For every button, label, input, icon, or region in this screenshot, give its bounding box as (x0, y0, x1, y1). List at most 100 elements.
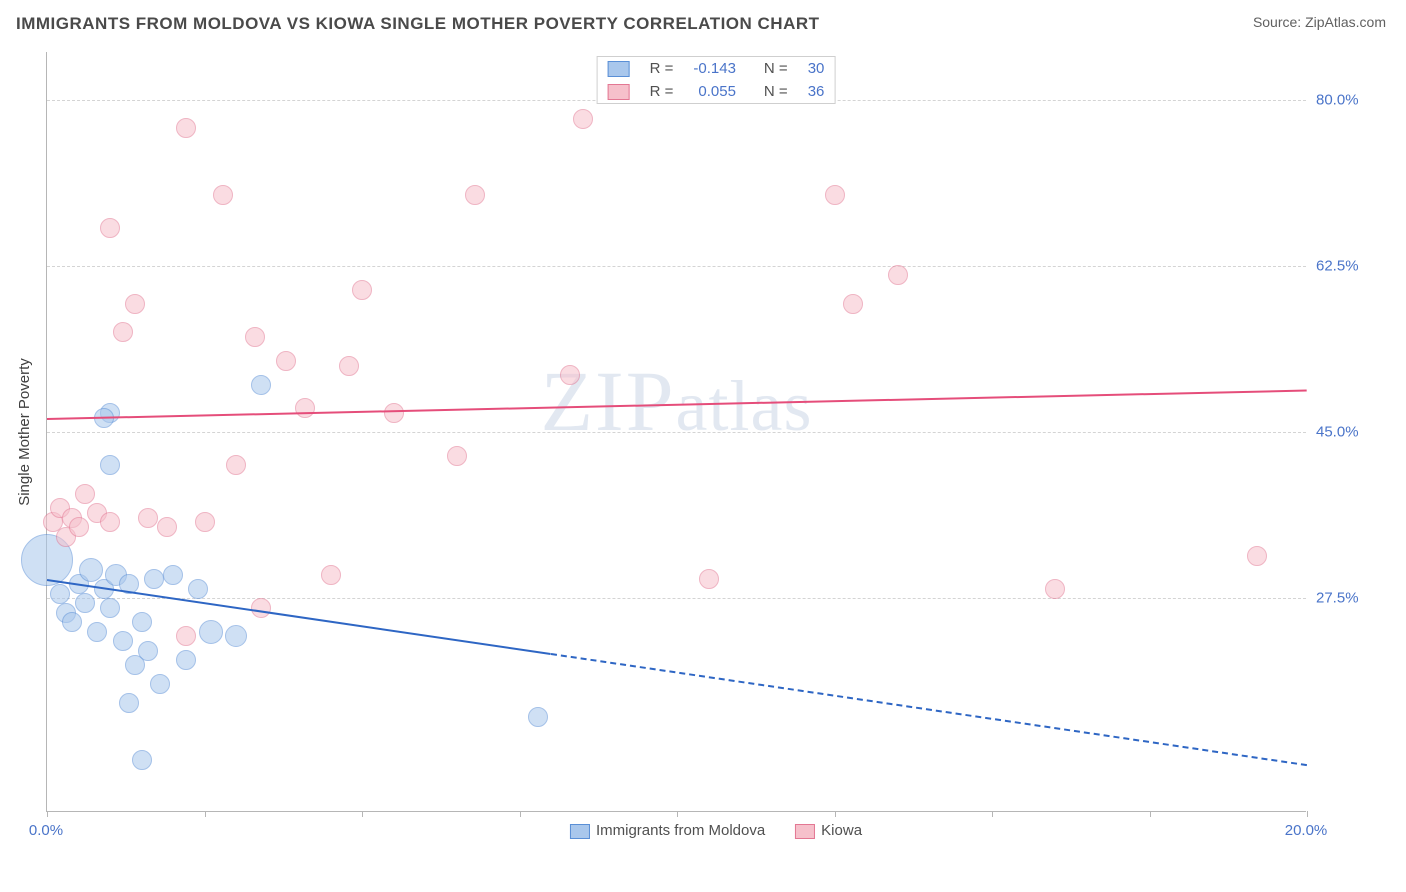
gridline (47, 432, 1306, 433)
source-attribution: Source: ZipAtlas.com (1253, 14, 1386, 30)
legend-n-value: 30 (798, 57, 835, 80)
data-point (321, 565, 341, 585)
chart-title: IMMIGRANTS FROM MOLDOVA VS KIOWA SINGLE … (16, 14, 820, 34)
x-tick-label: 20.0% (1285, 822, 1328, 839)
legend-r-label: R = (640, 80, 684, 103)
data-point (100, 218, 120, 238)
legend-row: R =-0.143N =30 (598, 57, 835, 80)
legend-n-value: 36 (798, 80, 835, 103)
data-point (125, 294, 145, 314)
source-prefix: Source: (1253, 14, 1305, 30)
legend-n-label: N = (746, 80, 798, 103)
legend-r-value: 0.055 (683, 80, 746, 103)
data-point (195, 512, 215, 532)
data-point (188, 579, 208, 599)
data-point (245, 327, 265, 347)
x-tick (205, 811, 206, 817)
data-point (1045, 579, 1065, 599)
data-point (79, 558, 103, 582)
data-point (528, 707, 548, 727)
data-point (199, 620, 223, 644)
watermark-zip: ZIP (541, 353, 676, 449)
legend-correlation: R =-0.143N =30R =0.055N =36 (597, 56, 836, 104)
data-point (138, 508, 158, 528)
legend-series: Immigrants from Moldova Kiowa (570, 822, 862, 839)
gridline (47, 598, 1306, 599)
data-point (100, 512, 120, 532)
data-point (699, 569, 719, 589)
legend-swatch (570, 824, 590, 839)
x-tick (992, 811, 993, 817)
data-point (251, 598, 271, 618)
plot-area: ZIPatlas (46, 52, 1306, 812)
legend-swatch (608, 84, 630, 100)
data-point (447, 446, 467, 466)
trend-line (551, 653, 1307, 766)
data-point (825, 185, 845, 205)
data-point (276, 351, 296, 371)
x-tick (835, 811, 836, 817)
data-point (176, 118, 196, 138)
data-point (150, 674, 170, 694)
y-axis-label: Single Mother Poverty (16, 358, 33, 506)
y-tick-label: 62.5% (1316, 257, 1359, 274)
data-point (339, 356, 359, 376)
data-point (119, 693, 139, 713)
data-point (50, 584, 70, 604)
data-point (144, 569, 164, 589)
x-tick (47, 811, 48, 817)
trend-line (47, 389, 1307, 420)
data-point (113, 322, 133, 342)
source-name: ZipAtlas.com (1305, 14, 1386, 30)
data-point (163, 565, 183, 585)
data-point (226, 455, 246, 475)
legend-r-value: -0.143 (683, 57, 746, 80)
data-point (132, 612, 152, 632)
gridline (47, 266, 1306, 267)
data-point (225, 625, 247, 647)
x-tick (520, 811, 521, 817)
data-point (69, 517, 89, 537)
chart-container: ZIPatlas Single Mother Poverty R =-0.143… (46, 52, 1386, 842)
legend-label: Immigrants from Moldova (596, 822, 765, 839)
data-point (384, 403, 404, 423)
legend-swatch (608, 61, 630, 77)
data-point (176, 650, 196, 670)
x-tick (677, 811, 678, 817)
data-point (465, 185, 485, 205)
data-point (352, 280, 372, 300)
data-point (888, 265, 908, 285)
data-point (295, 398, 315, 418)
x-tick (1307, 811, 1308, 817)
x-tick-label: 0.0% (29, 822, 63, 839)
data-point (176, 626, 196, 646)
y-tick-label: 80.0% (1316, 91, 1359, 108)
x-tick (1150, 811, 1151, 817)
data-point (251, 375, 271, 395)
data-point (100, 598, 120, 618)
legend-n-label: N = (746, 57, 798, 80)
data-point (132, 750, 152, 770)
legend-swatch (795, 824, 815, 839)
legend-item: Kiowa (795, 822, 862, 839)
data-point (75, 593, 95, 613)
legend-label: Kiowa (821, 822, 862, 839)
data-point (1247, 546, 1267, 566)
data-point (100, 455, 120, 475)
data-point (560, 365, 580, 385)
y-tick-label: 45.0% (1316, 424, 1359, 441)
chart-header: IMMIGRANTS FROM MOLDOVA VS KIOWA SINGLE … (0, 0, 1406, 42)
data-point (138, 641, 158, 661)
data-point (573, 109, 593, 129)
legend-item: Immigrants from Moldova (570, 822, 765, 839)
x-tick (362, 811, 363, 817)
data-point (75, 484, 95, 504)
data-point (843, 294, 863, 314)
legend-r-label: R = (640, 57, 684, 80)
data-point (213, 185, 233, 205)
data-point (157, 517, 177, 537)
legend-row: R =0.055N =36 (598, 80, 835, 103)
watermark-atlas: atlas (676, 366, 813, 446)
y-tick-label: 27.5% (1316, 590, 1359, 607)
data-point (62, 612, 82, 632)
